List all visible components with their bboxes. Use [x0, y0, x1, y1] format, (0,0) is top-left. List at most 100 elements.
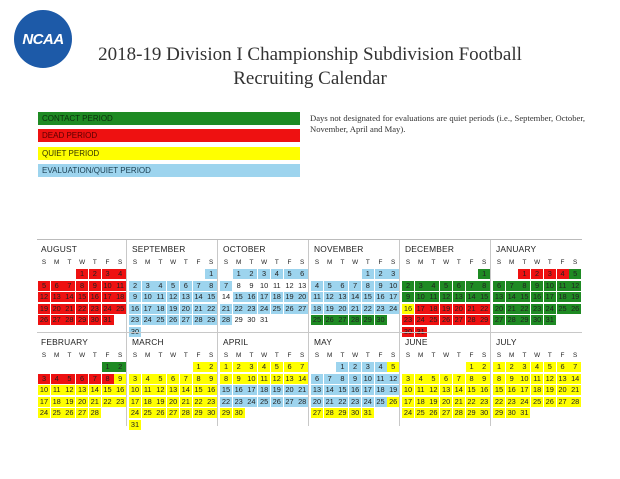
day-cell: 6 [167, 373, 180, 384]
day-cell: 21 [569, 385, 582, 395]
day-cell: 16 [402, 303, 414, 314]
weekday-letter: W [352, 352, 359, 359]
day-cell: 3 [129, 373, 141, 384]
column-divider [490, 240, 491, 426]
day-cell: 7 [192, 280, 205, 291]
weekday-letter: M [236, 352, 242, 359]
weekday-letter: S [41, 259, 47, 266]
day-cell: 11 [414, 385, 427, 395]
day-cell: 5 [154, 373, 167, 384]
day-cell: 1 [220, 362, 232, 372]
day-cell: 16 [129, 303, 141, 314]
day-cell: 15 [220, 385, 232, 395]
day-cell: 24 [387, 303, 400, 314]
day-cell: 11 [114, 280, 127, 291]
day-cell: 26 [387, 396, 400, 407]
day-cell: 27 [179, 315, 192, 325]
day-cell: 4 [531, 362, 544, 372]
day-cell: 5 [270, 362, 283, 372]
day-cell: 9 [349, 373, 362, 384]
day-cell: 26 [569, 303, 582, 314]
day-cell: 27 [556, 396, 569, 407]
day-cell: 3 [258, 269, 271, 279]
month-august: AUGUST S M T W T F S 1 2 3 4 5 6 7 8 9 10 11 12 13 14 15 16 17 18… [37, 240, 127, 332]
day-cell: 6 [50, 280, 63, 291]
month-name: OCTOBER [223, 244, 266, 254]
day-cell: 20 [493, 303, 505, 314]
day-cell: 19 [427, 396, 440, 407]
day-cell: 26 [440, 315, 453, 325]
day-cell: 27 [76, 408, 89, 418]
column-divider [217, 240, 218, 426]
day-cell: 8 [518, 280, 531, 291]
weekday-letter: F [287, 352, 292, 359]
weekday-letter: S [573, 352, 578, 359]
day-cell: 23 [232, 396, 245, 407]
day-cell: 26 [283, 303, 296, 314]
day-cell: 6 [440, 373, 453, 384]
weekday-letter: S [223, 259, 229, 266]
weekday-letter: F [105, 352, 110, 359]
day-cell: 16 [88, 292, 101, 302]
weekday-letter: S [314, 259, 320, 266]
weekday-letter: S [496, 352, 502, 359]
weekday-letter: S [391, 352, 396, 359]
day-cell: 17 [518, 385, 531, 395]
day-cell: 3 [101, 269, 114, 279]
day-cell: 20 [50, 303, 63, 314]
day-cell: 6 [452, 280, 465, 291]
day-cell: 22 [76, 303, 89, 314]
day-cell: 17 [129, 396, 141, 407]
weekday-letter: F [469, 352, 474, 359]
weekday-letter: S [405, 352, 411, 359]
day-cell: 22 [478, 303, 491, 314]
weekday-letter: S [573, 259, 578, 266]
weekday-letter: T [547, 259, 552, 266]
day-cell: 5 [38, 280, 50, 291]
day-cell: 6 [76, 373, 89, 384]
day-cell: 18 [311, 303, 323, 314]
day-cell: 14 [323, 385, 336, 395]
logo-text: NCAA [22, 30, 64, 48]
weekday-letter: S [300, 352, 305, 359]
day-cell: 18 [374, 385, 387, 395]
day-cell: 29 [493, 408, 505, 418]
day-cell: 31 [543, 315, 556, 325]
day-cell: 13 [76, 385, 89, 395]
day-cell: 7 [63, 280, 76, 291]
month-name: MAY [314, 337, 333, 347]
column-divider [126, 240, 127, 426]
day-cell: 26 [543, 396, 556, 407]
day-cell: 16 [232, 385, 245, 395]
day-cell: 14 [349, 292, 362, 302]
day-cell: 18 [141, 396, 154, 407]
day-cell: 1 [361, 269, 374, 279]
weekday-letter: M [327, 259, 333, 266]
weekday-letter: T [431, 259, 436, 266]
day-cell: 31 [518, 408, 531, 418]
day-cell: 30 [478, 408, 491, 418]
weekday-letter: F [378, 352, 383, 359]
day-cell: 10 [129, 385, 141, 395]
day-cell: 10 [101, 280, 114, 291]
month-name: NOVEMBER [314, 244, 364, 254]
weekday-letter: W [443, 259, 450, 266]
day-cell: 8 [76, 280, 89, 291]
day-cell: 20 [76, 396, 89, 407]
weekday-letter: T [340, 259, 345, 266]
day-cell: 26 [427, 408, 440, 418]
day-cell: 12 [569, 280, 582, 291]
day-cell: 5 [543, 362, 556, 372]
day-cell: 27 [440, 408, 453, 418]
month-september: SEPTEMBER S M T W T F S 1 2 3 4 5 6 7 8 9 10 11 12 13 14 15 16 1… [128, 240, 218, 337]
day-cell: 13 [493, 292, 505, 302]
day-cell: 4 [141, 373, 154, 384]
day-cell: 12 [38, 292, 50, 302]
day-cell: 4 [154, 280, 167, 291]
day-cell: 14 [569, 373, 582, 384]
weekday-letter: S [482, 352, 487, 359]
weekday-letter: W [261, 259, 268, 266]
day-cell: 16 [478, 385, 491, 395]
day-cell: 3 [518, 362, 531, 372]
day-cell: 3 [245, 362, 258, 372]
